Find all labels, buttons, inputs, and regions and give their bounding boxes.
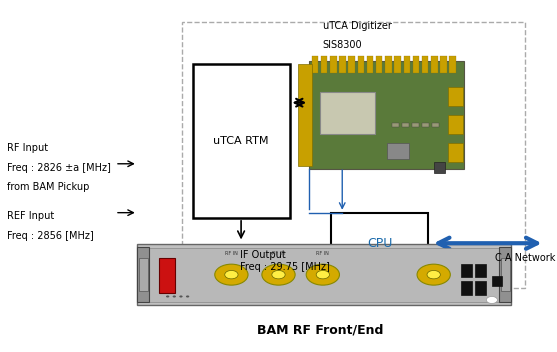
Bar xyxy=(499,247,511,302)
Circle shape xyxy=(173,295,176,297)
Text: Freq : 2826 ±a [MHz]: Freq : 2826 ±a [MHz] xyxy=(7,163,111,172)
Bar xyxy=(309,61,464,169)
Text: RF IN: RF IN xyxy=(272,251,285,256)
Bar xyxy=(475,264,486,277)
Bar xyxy=(159,258,175,293)
Text: C A Network: C A Network xyxy=(495,253,556,263)
Bar xyxy=(475,282,486,295)
Bar xyxy=(392,123,399,127)
Bar xyxy=(387,143,409,158)
Bar xyxy=(312,56,318,73)
Bar xyxy=(403,56,410,73)
Circle shape xyxy=(166,295,169,297)
Text: BAM RF Front/End: BAM RF Front/End xyxy=(257,323,383,337)
Bar xyxy=(432,123,439,127)
Text: IF Output: IF Output xyxy=(240,250,285,260)
Bar xyxy=(376,56,383,73)
Bar xyxy=(402,123,409,127)
Text: RF IN: RF IN xyxy=(225,251,238,256)
Bar xyxy=(447,115,463,134)
Bar xyxy=(367,56,373,73)
Bar xyxy=(447,143,463,162)
Bar xyxy=(298,64,312,165)
Bar xyxy=(461,264,472,277)
Bar xyxy=(193,64,290,218)
Text: RF Input: RF Input xyxy=(7,143,48,153)
Circle shape xyxy=(486,296,497,303)
Circle shape xyxy=(417,264,450,285)
Circle shape xyxy=(224,270,238,279)
Text: SIS8300: SIS8300 xyxy=(323,40,363,50)
Bar xyxy=(320,92,375,134)
Text: Freq : 2856 [MHz]: Freq : 2856 [MHz] xyxy=(7,231,94,241)
Bar xyxy=(137,247,149,302)
Text: uTCA Digitizer: uTCA Digitizer xyxy=(323,21,392,31)
Bar xyxy=(440,56,447,73)
Text: CPU: CPU xyxy=(367,237,392,250)
Bar xyxy=(139,258,148,291)
Bar xyxy=(492,276,502,286)
Bar xyxy=(339,56,346,73)
Circle shape xyxy=(272,270,285,279)
Circle shape xyxy=(186,295,189,297)
Circle shape xyxy=(316,270,330,279)
Bar xyxy=(422,56,428,73)
Bar xyxy=(431,56,437,73)
Bar xyxy=(394,56,401,73)
Bar xyxy=(321,56,328,73)
Bar xyxy=(331,213,428,274)
Bar xyxy=(330,56,336,73)
Bar xyxy=(422,123,429,127)
Circle shape xyxy=(306,264,339,285)
Bar xyxy=(461,282,472,295)
Bar xyxy=(412,123,419,127)
Text: RF IN: RF IN xyxy=(316,251,329,256)
Circle shape xyxy=(262,264,295,285)
Bar xyxy=(137,244,511,305)
Text: Freq : 29.75 [MHz]: Freq : 29.75 [MHz] xyxy=(240,262,330,272)
Circle shape xyxy=(427,270,441,279)
Bar xyxy=(349,56,355,73)
Bar xyxy=(447,87,463,106)
Bar xyxy=(449,56,456,73)
Text: uTCA RTM: uTCA RTM xyxy=(213,136,269,146)
Bar xyxy=(358,56,364,73)
Bar xyxy=(413,56,419,73)
Bar xyxy=(385,56,392,73)
Bar xyxy=(145,247,503,302)
Text: REF Input: REF Input xyxy=(7,212,54,221)
Text: from BAM Pickup: from BAM Pickup xyxy=(7,182,89,192)
Bar xyxy=(182,22,525,288)
Circle shape xyxy=(179,295,183,297)
Bar xyxy=(501,258,510,291)
Bar xyxy=(434,162,445,172)
Circle shape xyxy=(215,264,248,285)
